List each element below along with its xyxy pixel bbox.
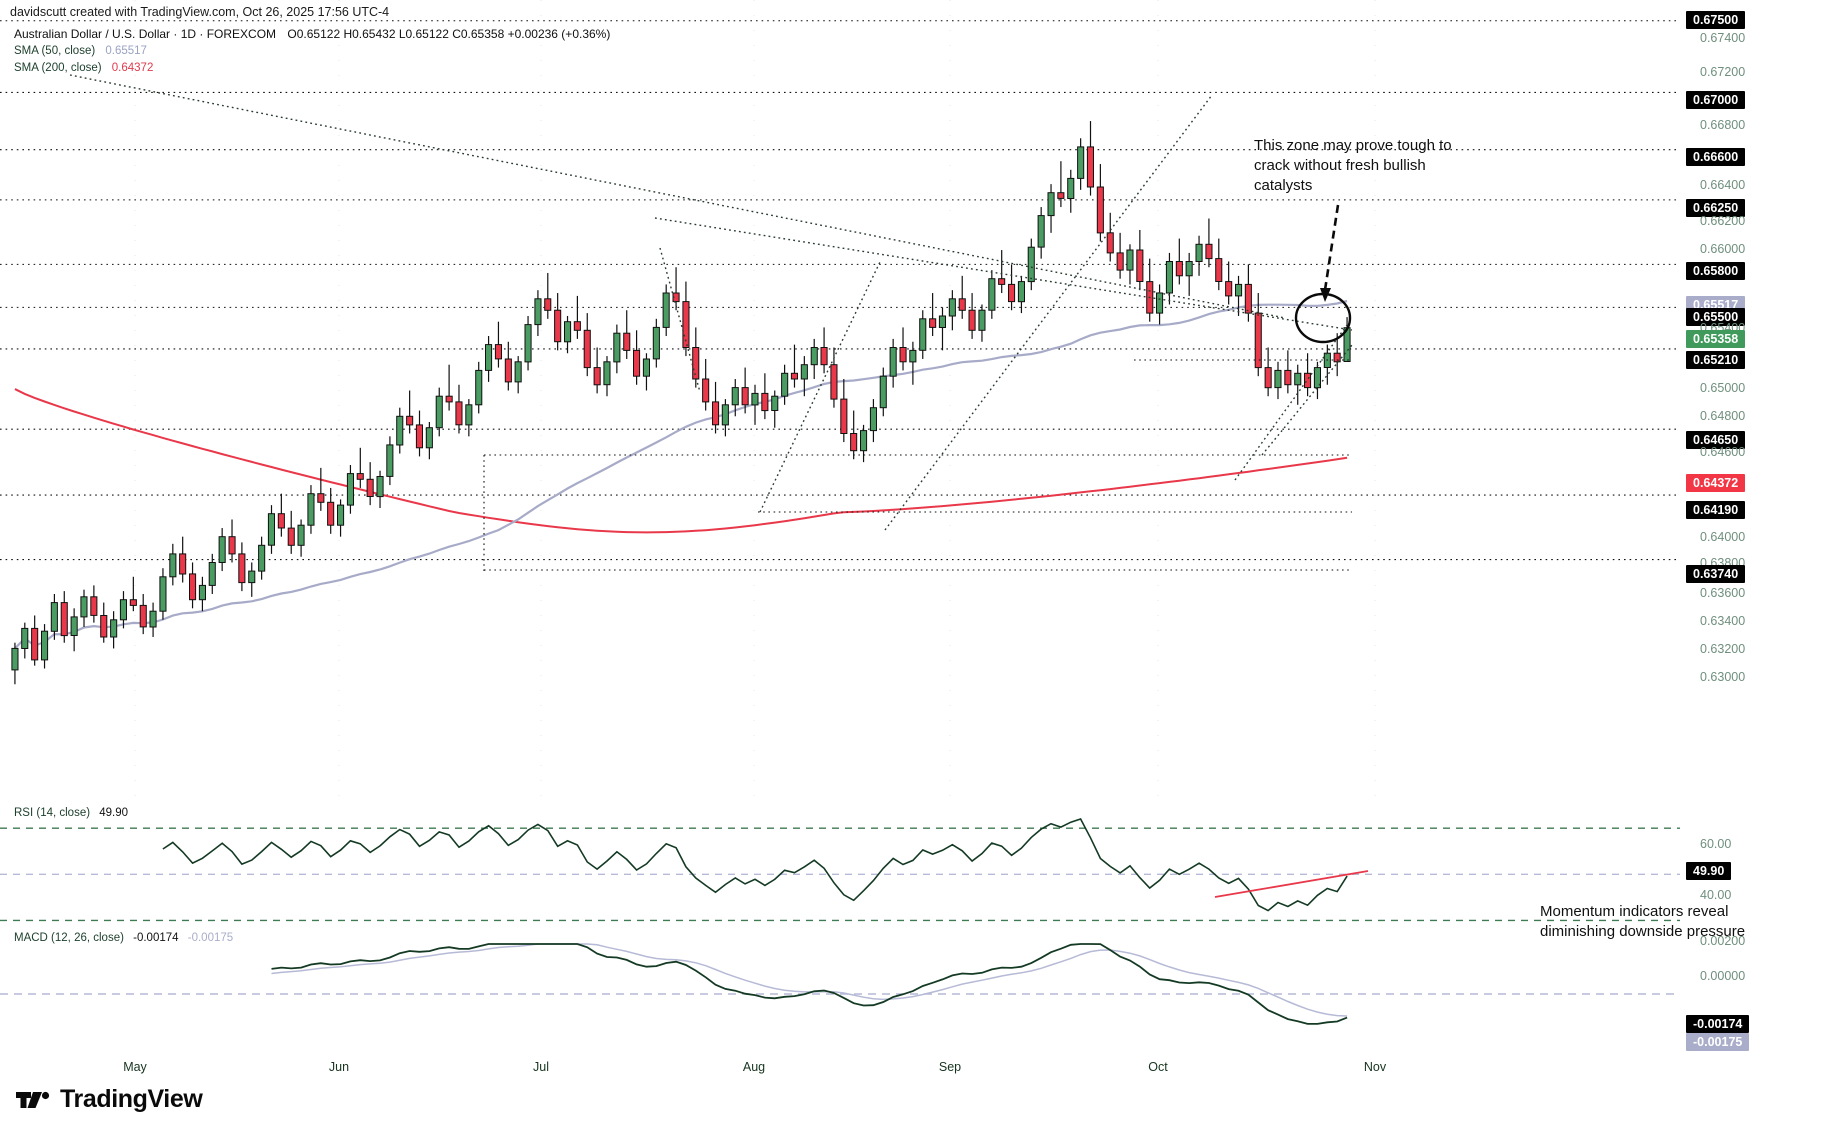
time-axis-label: Jun [328,1060,350,1074]
macd-signal-value: -0.00175 [187,932,234,944]
price-axis-tick[interactable]: 0.64372 [1686,474,1746,492]
time-axis-label: Sep [938,1060,962,1074]
sma50-value: 0.65517 [105,45,147,57]
price-axis-tick[interactable]: 0.66600 [1686,148,1746,166]
price-axis-tick: 0.00000 [1700,969,1746,983]
tradingview-logo-icon [16,1091,50,1108]
ohlc-values: O0.65122 H0.65432 L0.65122 C0.65358 +0.0… [287,27,611,41]
time-axis-label: Jul [533,1060,549,1074]
annotation-zone-note: This zone may prove tough to crack witho… [1254,137,1452,194]
price-axis-tick: 0.67400 [1700,31,1746,45]
price-axis-tick: 60.00 [1700,837,1732,851]
sma50-label: SMA (50, close) [14,45,96,57]
sma200-value: 0.64372 [111,62,154,74]
macd-label: MACD (12, 26, close) [14,932,124,944]
price-axis-tick[interactable]: 0.63740 [1686,565,1746,583]
price-axis-tick: 0.66800 [1700,118,1746,132]
time-axis[interactable]: May Jun Jul Aug Sep Oct Nov [0,1056,1680,1090]
chart-credit-line: davidscutt created with TradingView.com,… [10,5,390,19]
macd-plot [0,943,1680,1025]
price-axis-tick: 0.63400 [1700,614,1746,628]
price-axis-tick: 0.66400 [1700,178,1746,192]
price-axis-tick: 0.00200 [1700,934,1746,948]
price-axis-tick: 0.66000 [1700,242,1746,256]
price-axis-tick[interactable]: -0.00174 [1686,1015,1750,1033]
rsi-legend: RSI (14, close) 49.90 [14,807,132,819]
macd-pane[interactable]: MACD (12, 26, close) -0.00174 -0.00175 [0,932,1680,1056]
sma200-legend: SMA (200, close) 0.64372 [14,62,153,74]
price-axis-tick: 40.00 [1700,888,1732,902]
macd-legend: MACD (12, 26, close) -0.00174 -0.00175 [14,932,237,944]
price-axis-tick[interactable]: 0.65210 [1686,351,1746,369]
time-axis-label: Oct [1148,1060,1168,1074]
price-axis-tick: 0.64600 [1700,445,1746,459]
annotation-momentum-note: Momentum indicators reveal diminishing d… [1540,903,1746,940]
price-pane[interactable] [0,0,1680,810]
macd-value: -0.00174 [133,932,179,944]
sma50-legend: SMA (50, close) 0.65517 [14,45,147,57]
sma200-label: SMA (200, close) [14,62,102,74]
rsi-plot [0,818,1680,922]
price-axis-tick: 0.66200 [1700,214,1746,228]
price-axis-tick: 0.63000 [1700,670,1746,684]
price-axis-tick[interactable]: 0.67500 [1686,11,1746,29]
price-axis-tick: 0.63600 [1700,586,1746,600]
price-axis-tick: 0.65000 [1700,381,1746,395]
price-axis-tick[interactable]: 0.66250 [1686,199,1746,217]
price-axis-tick[interactable]: 0.65500 [1686,308,1746,326]
time-axis-label: May [123,1060,147,1074]
price-axis-tick: 0.64000 [1700,530,1746,544]
price-plot [0,0,1680,810]
tradingview-brand: TradingView [16,1085,203,1114]
price-axis[interactable]: 0.67500 0.67400 0.67200 0.67000 0.66800 0.666… [1680,0,1835,1056]
price-axis-tick[interactable]: -0.00175 [1686,1033,1750,1051]
price-axis-tick[interactable]: 0.67000 [1686,91,1746,109]
symbol-title: Australian Dollar / U.S. Dollar · 1D · F… [14,27,277,41]
rsi-label: RSI (14, close) [14,807,91,819]
tradingview-wordmark: TradingView [60,1085,203,1113]
symbol-legend: Australian Dollar / U.S. Dollar · 1D · F… [14,27,610,41]
price-axis-tick: 0.63200 [1700,642,1746,656]
price-axis-tick[interactable]: 0.64650 [1686,431,1746,449]
price-axis-tick: 0.67200 [1700,65,1746,79]
price-axis-tick: 0.64800 [1700,409,1746,423]
price-axis-tick[interactable]: 0.65800 [1686,262,1746,280]
rsi-pane[interactable]: RSI (14, close) 49.90 [0,807,1680,933]
price-axis-tick[interactable]: 0.64190 [1686,501,1746,519]
time-axis-label: Nov [1363,1060,1387,1074]
candlestick-series [11,121,1351,685]
rsi-value: 49.90 [99,807,129,819]
price-axis-tick[interactable]: 0.65358 [1686,330,1746,348]
time-axis-label: Aug [742,1060,766,1074]
price-axis-tick[interactable]: 49.90 [1686,862,1732,880]
